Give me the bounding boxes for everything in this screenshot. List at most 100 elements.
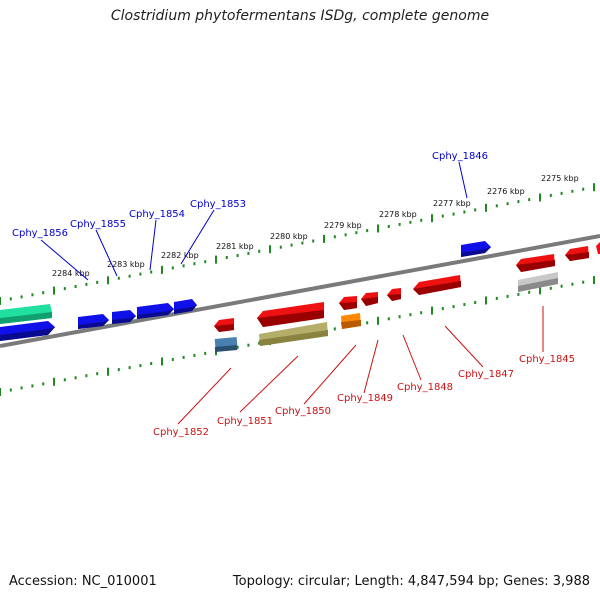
minor-tick bbox=[463, 303, 466, 306]
scale-label: 2283 kbp bbox=[107, 260, 145, 269]
major-tick bbox=[377, 224, 379, 233]
gene-label-cphy-1856[interactable]: Cphy_1856 bbox=[12, 228, 68, 239]
gene-arrow-shade bbox=[361, 297, 378, 306]
minor-tick bbox=[333, 327, 336, 331]
minor-tick bbox=[398, 222, 401, 226]
minor-tick bbox=[387, 317, 390, 321]
minor-tick bbox=[63, 287, 66, 291]
minor-tick bbox=[204, 351, 207, 355]
minor-tick bbox=[495, 204, 498, 208]
major-tick bbox=[269, 245, 271, 254]
minor-tick bbox=[420, 218, 423, 222]
minor-tick bbox=[20, 386, 23, 390]
minor-tick bbox=[301, 241, 304, 245]
minor-tick bbox=[366, 321, 369, 325]
gene-arrow-shade bbox=[257, 310, 324, 327]
gene-label-cphy-1850[interactable]: Cphy_1850 bbox=[275, 406, 331, 417]
gene-label-cphy-1855[interactable]: Cphy_1855 bbox=[70, 219, 126, 230]
gene-arrow-shade bbox=[516, 260, 555, 272]
major-tick bbox=[0, 297, 1, 305]
minor-tick bbox=[506, 294, 509, 298]
gene-arrow-shade bbox=[174, 305, 197, 314]
minor-tick bbox=[474, 208, 477, 212]
major-tick bbox=[377, 316, 379, 325]
minor-tick bbox=[582, 280, 585, 284]
gene-label-cphy-1847[interactable]: Cphy_1847 bbox=[458, 369, 514, 380]
major-tick bbox=[161, 357, 163, 366]
minor-tick bbox=[441, 214, 444, 218]
gene-arrow-shade bbox=[78, 320, 109, 329]
gene-label-cphy-1846[interactable]: Cphy_1846 bbox=[432, 151, 488, 162]
gene-arrow-shade bbox=[413, 281, 461, 295]
minor-tick bbox=[117, 276, 120, 280]
forward-strand-features bbox=[0, 241, 491, 341]
minor-tick bbox=[517, 200, 520, 204]
minor-tick bbox=[571, 189, 574, 193]
gene-label-cphy-1852[interactable]: Cphy_1852 bbox=[153, 427, 209, 438]
steel-feature[interactable] bbox=[214, 337, 238, 348]
minor-tick bbox=[85, 282, 88, 286]
minor-tick bbox=[63, 378, 66, 382]
minor-tick bbox=[9, 388, 12, 392]
minor-tick bbox=[495, 296, 498, 300]
minor-tick bbox=[236, 345, 239, 349]
minor-tick bbox=[258, 341, 261, 345]
scale-label: 2282 kbp bbox=[161, 251, 199, 260]
rrna-feature-shade bbox=[0, 312, 52, 324]
minor-tick bbox=[409, 313, 412, 317]
olive-feature-shade bbox=[259, 330, 328, 346]
minor-tick bbox=[139, 364, 142, 368]
forward-label-leaders bbox=[40, 161, 468, 281]
gene-arrow-shade bbox=[565, 252, 589, 261]
minor-tick bbox=[96, 372, 99, 376]
minor-tick bbox=[85, 374, 88, 378]
reverse-label-leaders bbox=[177, 306, 544, 425]
genome-summary-text: Topology: circular; Length: 4,847,594 bp… bbox=[232, 574, 590, 589]
gene-arrow-shade bbox=[137, 309, 174, 319]
minor-tick bbox=[463, 210, 466, 214]
major-tick bbox=[485, 296, 487, 305]
minor-tick bbox=[560, 191, 563, 195]
gene-label-cphy-1854[interactable]: Cphy_1854 bbox=[129, 209, 185, 220]
gene-label-cphy-1845[interactable]: Cphy_1845 bbox=[519, 354, 575, 365]
major-tick bbox=[161, 265, 163, 274]
minor-tick bbox=[225, 256, 228, 259]
scale-label: 2278 kbp bbox=[379, 210, 417, 219]
gene-label-cphy-1853[interactable]: Cphy_1853 bbox=[190, 199, 246, 210]
gene-arrow-shade bbox=[387, 294, 401, 301]
minor-tick bbox=[171, 266, 174, 270]
gene-arrow-shade bbox=[339, 302, 357, 310]
minor-tick bbox=[517, 292, 520, 296]
gene-arrow-shade bbox=[461, 247, 491, 257]
minor-tick bbox=[344, 233, 347, 237]
minor-tick bbox=[171, 358, 174, 361]
major-tick bbox=[539, 286, 541, 295]
minor-tick bbox=[420, 311, 423, 315]
gene-label-cphy-1849[interactable]: Cphy_1849 bbox=[337, 393, 393, 404]
gene-label-cphy-1848[interactable]: Cphy_1848 bbox=[397, 382, 453, 393]
minor-tick bbox=[74, 285, 77, 288]
minor-tick bbox=[150, 362, 153, 365]
gene-label-cphy-1851[interactable]: Cphy_1851 bbox=[217, 416, 273, 427]
minor-tick bbox=[128, 366, 131, 370]
gene-arrow-shade bbox=[112, 316, 136, 324]
major-tick bbox=[431, 214, 433, 223]
scale-label: 2279 kbp bbox=[324, 221, 362, 230]
scale-label: 2277 kbp bbox=[433, 199, 471, 208]
major-tick bbox=[431, 306, 433, 315]
minor-tick bbox=[528, 198, 531, 202]
minor-tick bbox=[117, 368, 120, 372]
minor-tick bbox=[279, 245, 282, 249]
accession-text: Accession: NC_010001 bbox=[9, 574, 157, 589]
scale-label: 2284 kbp bbox=[52, 269, 90, 278]
minor-tick bbox=[247, 343, 250, 347]
minor-tick bbox=[182, 264, 185, 268]
gene-arrow-shade bbox=[214, 324, 234, 332]
minor-tick bbox=[506, 202, 509, 206]
minor-tick bbox=[528, 290, 531, 294]
minor-tick bbox=[42, 291, 45, 295]
minor-tick bbox=[31, 384, 34, 388]
gene-arrow-reverse[interactable] bbox=[596, 242, 600, 254]
minor-tick bbox=[20, 295, 23, 299]
